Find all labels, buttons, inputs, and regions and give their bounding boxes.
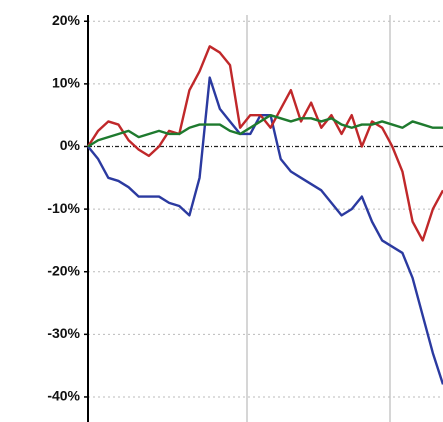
series-line — [87, 76, 443, 385]
series-line — [87, 113, 443, 148]
y-tick-label: 20% — [52, 12, 81, 28]
y-tick-label: -40% — [47, 388, 80, 404]
y-tick-label: -10% — [47, 200, 80, 216]
y-tick-label: -30% — [47, 325, 80, 341]
y-tick-label: 0% — [60, 137, 81, 153]
y-tick-label: 10% — [52, 75, 81, 91]
series-line — [86, 45, 443, 242]
y-tick-label: -20% — [47, 262, 80, 278]
